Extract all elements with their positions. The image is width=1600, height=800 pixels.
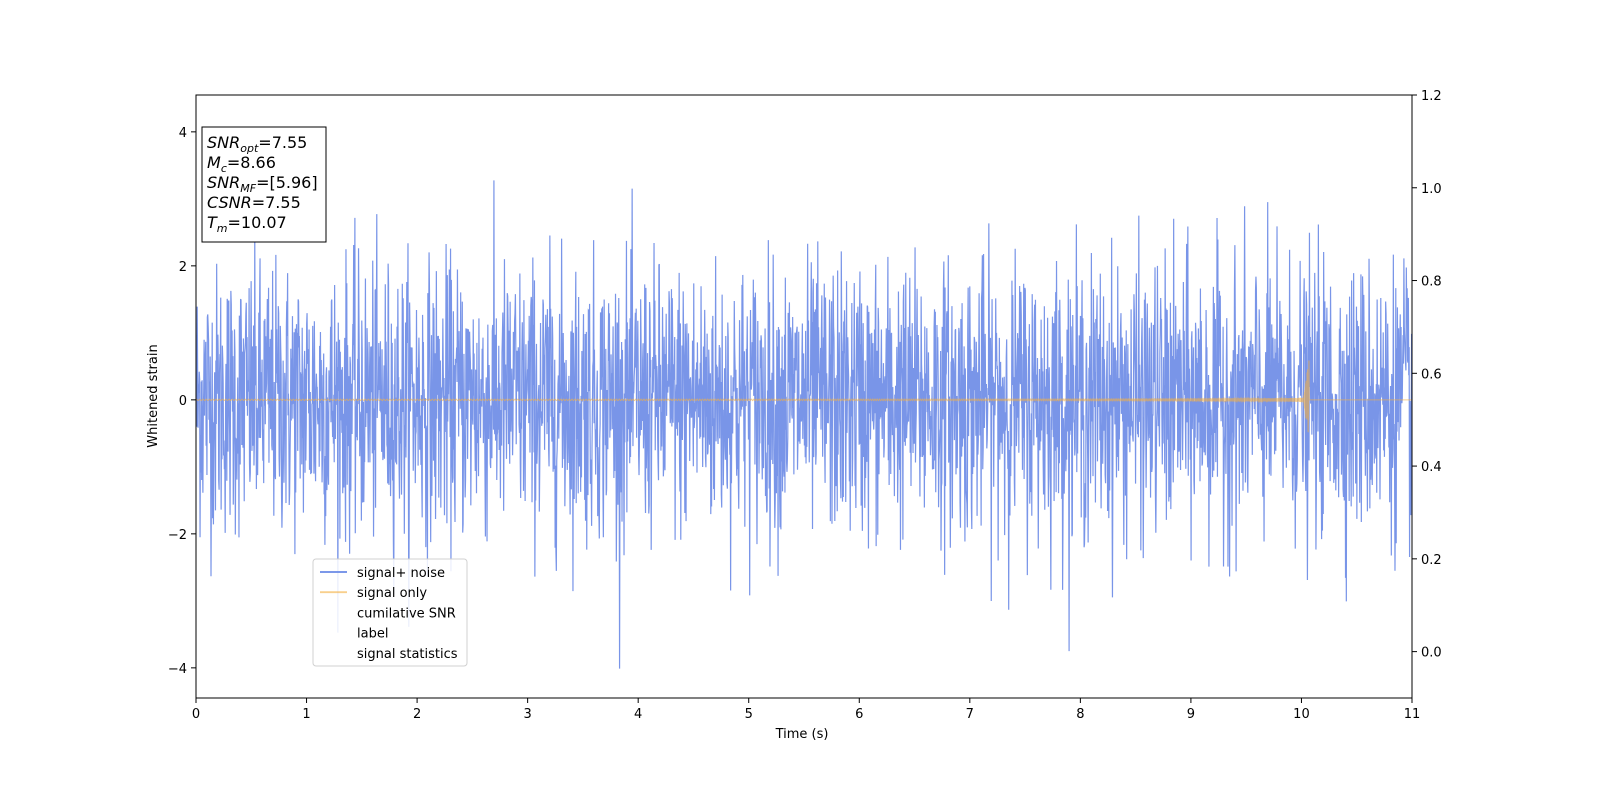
info-line: SNRopt=7.55 bbox=[207, 133, 307, 155]
info-line: Tm=10.07 bbox=[207, 213, 287, 235]
info-box: SNRopt=7.55Mc=8.66SNRMF=[5.96]CSNR=7.55T… bbox=[201, 126, 327, 243]
y-tick-label: −4 bbox=[168, 662, 187, 677]
y2-tick-label: 0.8 bbox=[1421, 275, 1442, 290]
plot-area bbox=[196, 180, 1412, 669]
x-tick-label: 2 bbox=[413, 707, 421, 722]
x-tick-label: 9 bbox=[1187, 707, 1195, 722]
axis-ticks: 0 1 2 3 4 5 6 7 8 9 10 11 −4 −2 0 2 4 0.0 0.2 0.4 0.6 0.8 1.0 1… bbox=[168, 89, 1442, 722]
x-tick-label: 0 bbox=[192, 707, 200, 722]
x-tick-label: 11 bbox=[1404, 707, 1421, 722]
x-tick-label: 1 bbox=[302, 707, 310, 722]
info-box-frame bbox=[201, 126, 327, 243]
y2-tick-label: 1.0 bbox=[1421, 182, 1442, 197]
legend-label: signal+ noise bbox=[357, 566, 445, 581]
y2-tick-label: 0.2 bbox=[1421, 553, 1442, 568]
legend-label: signal statistics bbox=[357, 647, 458, 662]
x-tick-label: 4 bbox=[634, 707, 642, 722]
legend-label: signal only bbox=[357, 586, 427, 601]
legend-label: label bbox=[357, 627, 388, 642]
y2-tick-label: 0.6 bbox=[1421, 367, 1442, 382]
x-tick-label: 3 bbox=[523, 707, 531, 722]
y-tick-label: −2 bbox=[168, 528, 187, 543]
x-tick-label: 8 bbox=[1076, 707, 1084, 722]
axes-frame bbox=[195, 94, 1413, 699]
series-signal-only bbox=[196, 360, 1412, 433]
y-axis-label: Whitened strain bbox=[146, 344, 161, 447]
x-tick-label: 6 bbox=[855, 707, 863, 722]
series-signal-noise bbox=[196, 180, 1412, 669]
y2-tick-label: 0.4 bbox=[1421, 460, 1442, 475]
x-tick-label: 7 bbox=[966, 707, 974, 722]
info-line: SNRMF=[5.96] bbox=[207, 173, 318, 195]
series-group bbox=[196, 180, 1412, 669]
y-tick-label: 4 bbox=[179, 126, 187, 141]
legend: signal+ noise signal only cumilative SNR la… bbox=[312, 558, 468, 667]
x-tick-label: 5 bbox=[745, 707, 753, 722]
x-axis-label: Time (s) bbox=[775, 727, 829, 742]
x-tick-label: 10 bbox=[1293, 707, 1310, 722]
info-line: CSNR=7.55 bbox=[207, 193, 301, 212]
y-tick-label: 0 bbox=[179, 394, 187, 409]
legend-frame bbox=[312, 558, 468, 667]
y-tick-label: 2 bbox=[179, 260, 187, 275]
y2-tick-label: 0.0 bbox=[1421, 646, 1442, 661]
y2-tick-label: 1.2 bbox=[1421, 89, 1442, 104]
legend-label: cumilative SNR bbox=[357, 606, 456, 621]
info-line: Mc=8.66 bbox=[207, 153, 276, 175]
